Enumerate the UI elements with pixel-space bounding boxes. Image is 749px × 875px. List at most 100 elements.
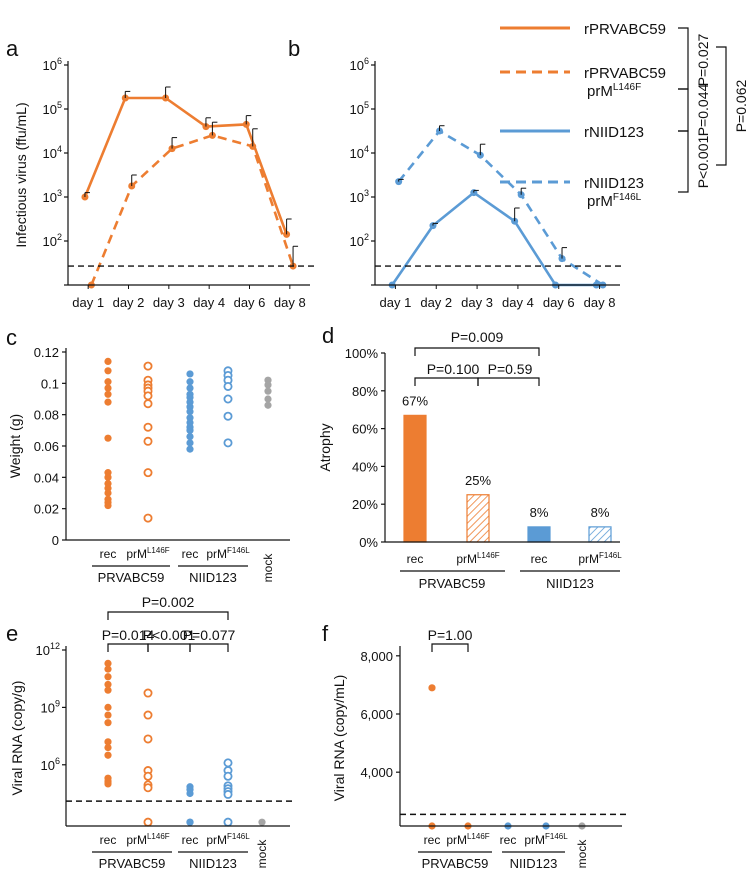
data-point (223, 394, 233, 404)
y-tick-label: 109 (41, 698, 60, 715)
panel-label-c: c (6, 325, 17, 350)
data-point (104, 473, 112, 481)
legend-label: prML146F (587, 82, 641, 100)
data-label: 8% (591, 505, 610, 520)
x-tick-label: day 6 (234, 295, 266, 310)
data-point (104, 738, 112, 746)
data-point (186, 370, 194, 378)
data-label: 8% (530, 505, 549, 520)
data-point (143, 468, 153, 478)
x-tick-label: rec (500, 833, 517, 847)
p-value-label: P=1.00 (428, 627, 473, 643)
x-tick-label: rec (407, 552, 424, 566)
x-tick-label: day 2 (113, 295, 145, 310)
y-tick-label: 0.04 (34, 470, 59, 485)
data-point (104, 378, 112, 386)
y-tick-label: 6,000 (360, 707, 393, 722)
x-tick-label: day 8 (274, 295, 306, 310)
data-point (186, 426, 194, 434)
x-tick-label: prMF146L (524, 832, 568, 847)
panel-label-e: e (6, 621, 18, 646)
data-point (143, 422, 153, 432)
data-point (104, 780, 112, 788)
p-value-bracket: P=0.009 (414, 329, 540, 356)
group-label: PRVABC59 (422, 856, 489, 871)
chart-panel-b: 102 103 104 105 106 day 1 day 2 day 3 day 4 day 6… (350, 56, 616, 310)
y-tick-label: 40% (352, 459, 378, 474)
p-value-label: P=0.014 (102, 627, 155, 643)
y-tick-label: 105 (43, 100, 62, 117)
bar (403, 414, 427, 543)
legend-label: rNIID123 (584, 175, 644, 192)
p-value-label: P=0.59 (488, 361, 533, 377)
y-tick-label: 0.06 (34, 439, 59, 454)
data-point (264, 401, 272, 409)
data-point (104, 703, 112, 711)
series-line (83, 96, 288, 235)
y-tick-label: 100% (345, 346, 379, 361)
data-point (264, 381, 272, 389)
y-tick-label: 0.12 (34, 345, 59, 360)
y-tick-label: 60% (352, 422, 378, 437)
y-tick-label: 0 (52, 533, 59, 548)
data-point (223, 817, 233, 827)
data-point (258, 818, 266, 826)
group-label: NIID123 (189, 856, 237, 871)
x-tick-label: day 4 (502, 295, 534, 310)
data-point (104, 686, 112, 694)
x-tick-label: rec (100, 547, 117, 561)
x-tick-label: prML146F (126, 832, 169, 847)
data-point (143, 817, 153, 827)
x-tick-label: rec (424, 833, 441, 847)
p-value-label: P=0.062 (733, 80, 749, 133)
group-label: PRVABC59 (419, 576, 486, 591)
x-tick-label: prML146F (446, 832, 489, 847)
data-point (104, 489, 112, 497)
y-tick-label: 102 (43, 232, 62, 249)
x-tick-label: rec (100, 833, 117, 847)
data-point (186, 789, 194, 798)
x-tick-label: day 4 (193, 295, 225, 310)
data-point (104, 680, 112, 689)
data-point (143, 771, 153, 781)
data-point (143, 688, 153, 698)
x-tick-label: prML146F (456, 551, 499, 566)
data-point (143, 710, 153, 720)
y-axis-title: Weight (g) (7, 414, 23, 478)
p-value-label: P=0.100 (427, 361, 480, 377)
bracket-line (431, 643, 469, 652)
p-value-label: P=0.044 (695, 84, 711, 137)
legend: rPRVABC59rPRVABC59prML146FrNIID123rNIID1… (584, 21, 749, 210)
data-label: 67% (402, 393, 428, 408)
y-axis-title: Viral RNA (copy/mL) (331, 675, 347, 802)
data-point (104, 390, 112, 398)
group-label: NIID123 (546, 576, 594, 591)
y-tick-label: 0% (359, 535, 378, 550)
data-point (186, 433, 194, 441)
x-tick-label: prMF146L (206, 832, 250, 847)
y-tick-label: 4,000 (360, 765, 393, 780)
bracket-line (678, 130, 689, 193)
x-tick-label: prMF146L (578, 551, 622, 566)
panel-label-b: b (288, 36, 300, 61)
x-tick-label: day 8 (584, 295, 616, 310)
data-point (202, 123, 210, 131)
p-value-label: P<0.001 (695, 136, 711, 189)
data-label: 25% (465, 473, 491, 488)
x-tick-label: rec (531, 552, 548, 566)
data-point (186, 378, 194, 386)
data-point (104, 659, 112, 667)
x-tick-label: rec (182, 833, 199, 847)
data-point (143, 399, 153, 409)
data-point (143, 391, 153, 401)
legend-label: rPRVABC59 (584, 65, 666, 82)
x-tick-label: prML146F (126, 546, 169, 561)
data-point (143, 513, 153, 523)
data-point (143, 783, 153, 793)
data-point (104, 719, 112, 727)
bracket-line (716, 46, 727, 166)
data-point (104, 673, 112, 681)
chart-panel-e: 106 109 1012 Viral RNA (copy/g) rec prML146F r… (9, 641, 269, 871)
